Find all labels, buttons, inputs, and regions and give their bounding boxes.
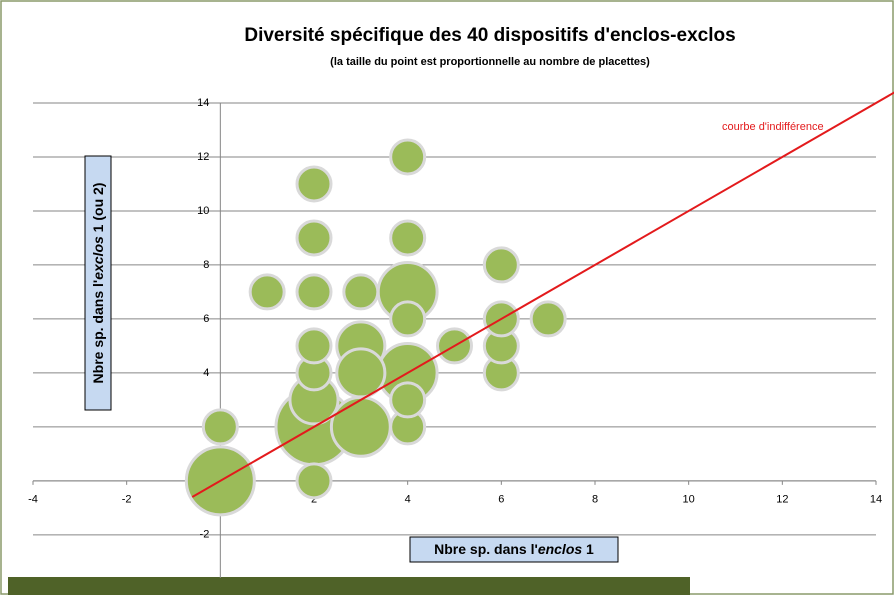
chart-subtitle: (la taille du point est proportionnelle …	[330, 56, 650, 68]
reference-line	[191, 91, 894, 498]
bubble	[295, 219, 333, 257]
x-tick-label: 14	[870, 494, 882, 506]
y-tick-label: -2	[200, 529, 210, 541]
x-title-part: Nbre sp. dans l'	[434, 541, 538, 557]
x-tick-label: 6	[498, 494, 504, 506]
y-title-part: exclos	[90, 236, 106, 280]
x-tick-label: 4	[405, 494, 411, 506]
marks: courbe d'indifférence	[184, 91, 894, 517]
y-tick-label: 8	[203, 259, 209, 271]
x-title-box	[409, 536, 619, 563]
y-title-part: Nbre sp. dans l'	[90, 280, 106, 384]
footer-bar	[8, 577, 690, 595]
y-axis-title: Nbre sp. dans l'exclos 1 (ou 2)	[84, 155, 112, 411]
x-tick-label: 2	[311, 494, 317, 506]
y-tick-label: 12	[197, 151, 209, 163]
bubble	[389, 300, 427, 338]
x-tick-label: -4	[28, 494, 38, 506]
x-tick-label: 8	[592, 494, 598, 506]
x-tick-label: 10	[683, 494, 695, 506]
y-title-part: 1 (ou 2)	[90, 183, 106, 237]
y-title-box	[84, 155, 112, 411]
x-title-part: enclos	[538, 541, 583, 557]
bubble	[295, 273, 333, 311]
reference-line-label: courbe d'indifférence	[722, 121, 824, 133]
bubble	[295, 165, 333, 203]
x-tick-label: 12	[776, 494, 788, 506]
y-tick-label: 4	[203, 367, 209, 379]
chart-title: Diversité spécifique des 40 dispositifs …	[244, 25, 735, 46]
x-axis-title: Nbre sp. dans l'enclos 1	[409, 536, 619, 563]
bubble	[295, 462, 333, 500]
x-tick-label: -2	[122, 494, 132, 506]
bubble	[342, 273, 380, 311]
y-tick-label: 10	[197, 205, 209, 217]
y-axis-title-text: Nbre sp. dans l'exclos 1 (ou 2)	[90, 183, 106, 384]
y-tick-label: 14	[197, 97, 209, 109]
bubble	[248, 273, 286, 311]
bubble	[389, 219, 427, 257]
bubble	[329, 395, 392, 458]
y-tick-label: 6	[203, 313, 209, 325]
bubble	[482, 246, 520, 284]
bubble	[389, 138, 427, 176]
x-title-part: 1	[582, 541, 594, 557]
grid: -202468101214-4-202468101214	[28, 97, 882, 578]
x-axis-title-text: Nbre sp. dans l'enclos 1	[434, 541, 594, 557]
bubble	[201, 408, 239, 446]
bubble	[295, 327, 333, 365]
bubble	[335, 347, 387, 399]
bubble	[389, 381, 427, 419]
bubble	[529, 300, 567, 338]
